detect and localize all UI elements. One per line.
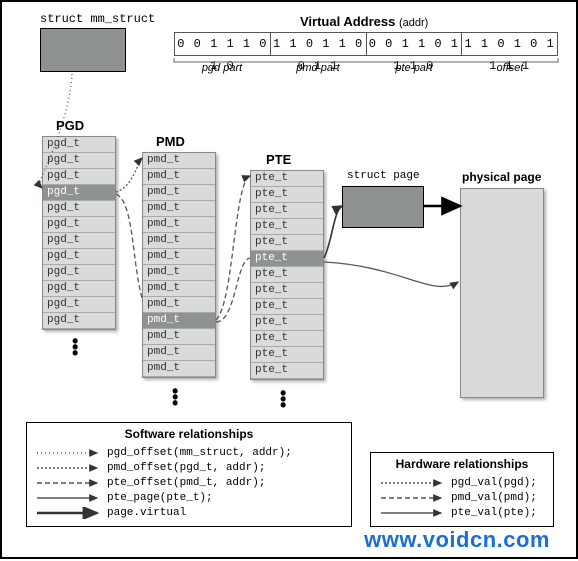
- table-row: pmd_t: [143, 329, 215, 345]
- physical-page-label: physical page: [462, 170, 541, 184]
- table-row: pmd_t: [143, 297, 215, 313]
- pmd-table: pmd_tpmd_tpmd_tpmd_tpmd_tpmd_tpmd_tpmd_t…: [142, 152, 216, 378]
- legend-row: pmd_offset(pgd_t, addr);: [35, 460, 343, 475]
- table-row: pte_t: [251, 235, 323, 251]
- pte-table: pte_tpte_tpte_tpte_tpte_tpte_tpte_tpte_t…: [250, 170, 324, 380]
- legend-text: pte_val(pte);: [451, 507, 537, 519]
- arrow-icon: [379, 492, 451, 504]
- legend-row: pmd_val(pmd);: [379, 490, 545, 505]
- legend-text: pmd_offset(pgd_t, addr);: [107, 462, 265, 474]
- pte-label: PTE: [266, 152, 291, 167]
- legend-row: pgd_val(pgd);: [379, 475, 545, 490]
- arrow-icon: [379, 477, 451, 489]
- table-row: pgd_t: [43, 153, 115, 169]
- legend-hw-title: Hardware relationships: [379, 457, 545, 471]
- table-row: pmd_t: [143, 281, 215, 297]
- table-row: pgd_t: [43, 137, 115, 153]
- table-row: pte_t: [251, 363, 323, 379]
- table-row: pgd_t: [43, 233, 115, 249]
- dots-icon: •••: [280, 390, 286, 408]
- table-row: pmd_t: [143, 153, 215, 169]
- table-row: pgd_t: [43, 185, 115, 201]
- table-row: pgd_t: [43, 297, 115, 313]
- table-row: pte_t: [251, 267, 323, 283]
- table-row: pmd_t: [143, 249, 215, 265]
- table-row: pte_t: [251, 219, 323, 235]
- physical-page-box: [460, 188, 544, 398]
- table-row: pmd_t: [143, 345, 215, 361]
- table-row: pte_t: [251, 171, 323, 187]
- table-row: pte_t: [251, 203, 323, 219]
- table-row: pte_t: [251, 283, 323, 299]
- arrow-icon: [35, 492, 107, 504]
- va-pgd-bits: 0 0 1 1 1 0 1 0: [175, 33, 271, 55]
- legend-text: page.virtual: [107, 507, 186, 519]
- table-row: pmd_t: [143, 313, 215, 329]
- arrow-icon: [35, 447, 107, 459]
- struct-page-label: struct page: [347, 170, 420, 182]
- table-row: pgd_t: [43, 217, 115, 233]
- legend-text: pte_page(pte_t);: [107, 492, 213, 504]
- legend-text: pgd_val(pgd);: [451, 477, 537, 489]
- table-row: pte_t: [251, 315, 323, 331]
- hardware-legend: Hardware relationships pgd_val(pgd); pmd_…: [370, 452, 554, 527]
- arrow-icon: [35, 507, 107, 519]
- table-row: pgd_t: [43, 313, 115, 329]
- table-row: pmd_t: [143, 217, 215, 233]
- pmd-label: PMD: [156, 134, 185, 149]
- legend-row: pte_val(pte);: [379, 505, 545, 520]
- va-pmd-bits: 1 1 0 1 1 0 0 1 1: [271, 33, 367, 55]
- arrow-icon: [379, 507, 451, 519]
- arrow-icon: [35, 477, 107, 489]
- table-row: pte_t: [251, 251, 323, 267]
- mm-struct-box: [40, 28, 126, 72]
- table-row: pmd_t: [143, 185, 215, 201]
- table-row: pte_t: [251, 347, 323, 363]
- watermark-text: www.voidcn.com: [364, 527, 550, 553]
- legend-text: pte_offset(pmd_t, addr);: [107, 477, 265, 489]
- dots-icon: •••: [72, 338, 78, 356]
- table-row: pte_t: [251, 187, 323, 203]
- legend-text: pmd_val(pmd);: [451, 492, 537, 504]
- table-row: pte_t: [251, 331, 323, 347]
- diagram-frame: struct mm_struct Virtual Address (addr) …: [0, 0, 578, 559]
- pgd-label: PGD: [56, 118, 84, 133]
- table-row: pgd_t: [43, 249, 115, 265]
- dots-icon: •••: [172, 388, 178, 406]
- virtual-address-title: Virtual Address (addr): [300, 14, 428, 29]
- mm-struct-label: struct mm_struct: [40, 12, 155, 26]
- table-row: pgd_t: [43, 169, 115, 185]
- va-pte-bits: 0 0 1 1 0 1 1 1 0: [367, 33, 463, 55]
- struct-page-box: [342, 186, 424, 228]
- table-row: pmd_t: [143, 169, 215, 185]
- va-offset-bits: 1 1 0 1 0 1 1 1 1: [462, 33, 557, 55]
- legend-row: pte_offset(pmd_t, addr);: [35, 475, 343, 490]
- legend-text: pgd_offset(mm_struct, addr);: [107, 447, 292, 459]
- legend-sw-title: Software relationships: [35, 427, 343, 441]
- virtual-address-bits: 0 0 1 1 1 0 1 0 1 1 0 1 1 0 0 1 1 0 0 1 …: [174, 32, 558, 56]
- table-row: pte_t: [251, 299, 323, 315]
- legend-row: pte_page(pte_t);: [35, 490, 343, 505]
- table-row: pmd_t: [143, 233, 215, 249]
- virtual-address-part-labels: pgd part pmd part pte part offset: [174, 62, 558, 74]
- table-row: pgd_t: [43, 265, 115, 281]
- legend-row: pgd_offset(mm_struct, addr);: [35, 445, 343, 460]
- arrow-icon: [35, 462, 107, 474]
- pgd-table: pgd_tpgd_tpgd_tpgd_tpgd_tpgd_tpgd_tpgd_t…: [42, 136, 116, 330]
- legend-row: page.virtual: [35, 505, 343, 520]
- table-row: pmd_t: [143, 201, 215, 217]
- table-row: pmd_t: [143, 265, 215, 281]
- table-row: pgd_t: [43, 201, 115, 217]
- table-row: pmd_t: [143, 361, 215, 377]
- table-row: pgd_t: [43, 281, 115, 297]
- software-legend: Software relationships pgd_offset(mm_str…: [26, 422, 352, 527]
